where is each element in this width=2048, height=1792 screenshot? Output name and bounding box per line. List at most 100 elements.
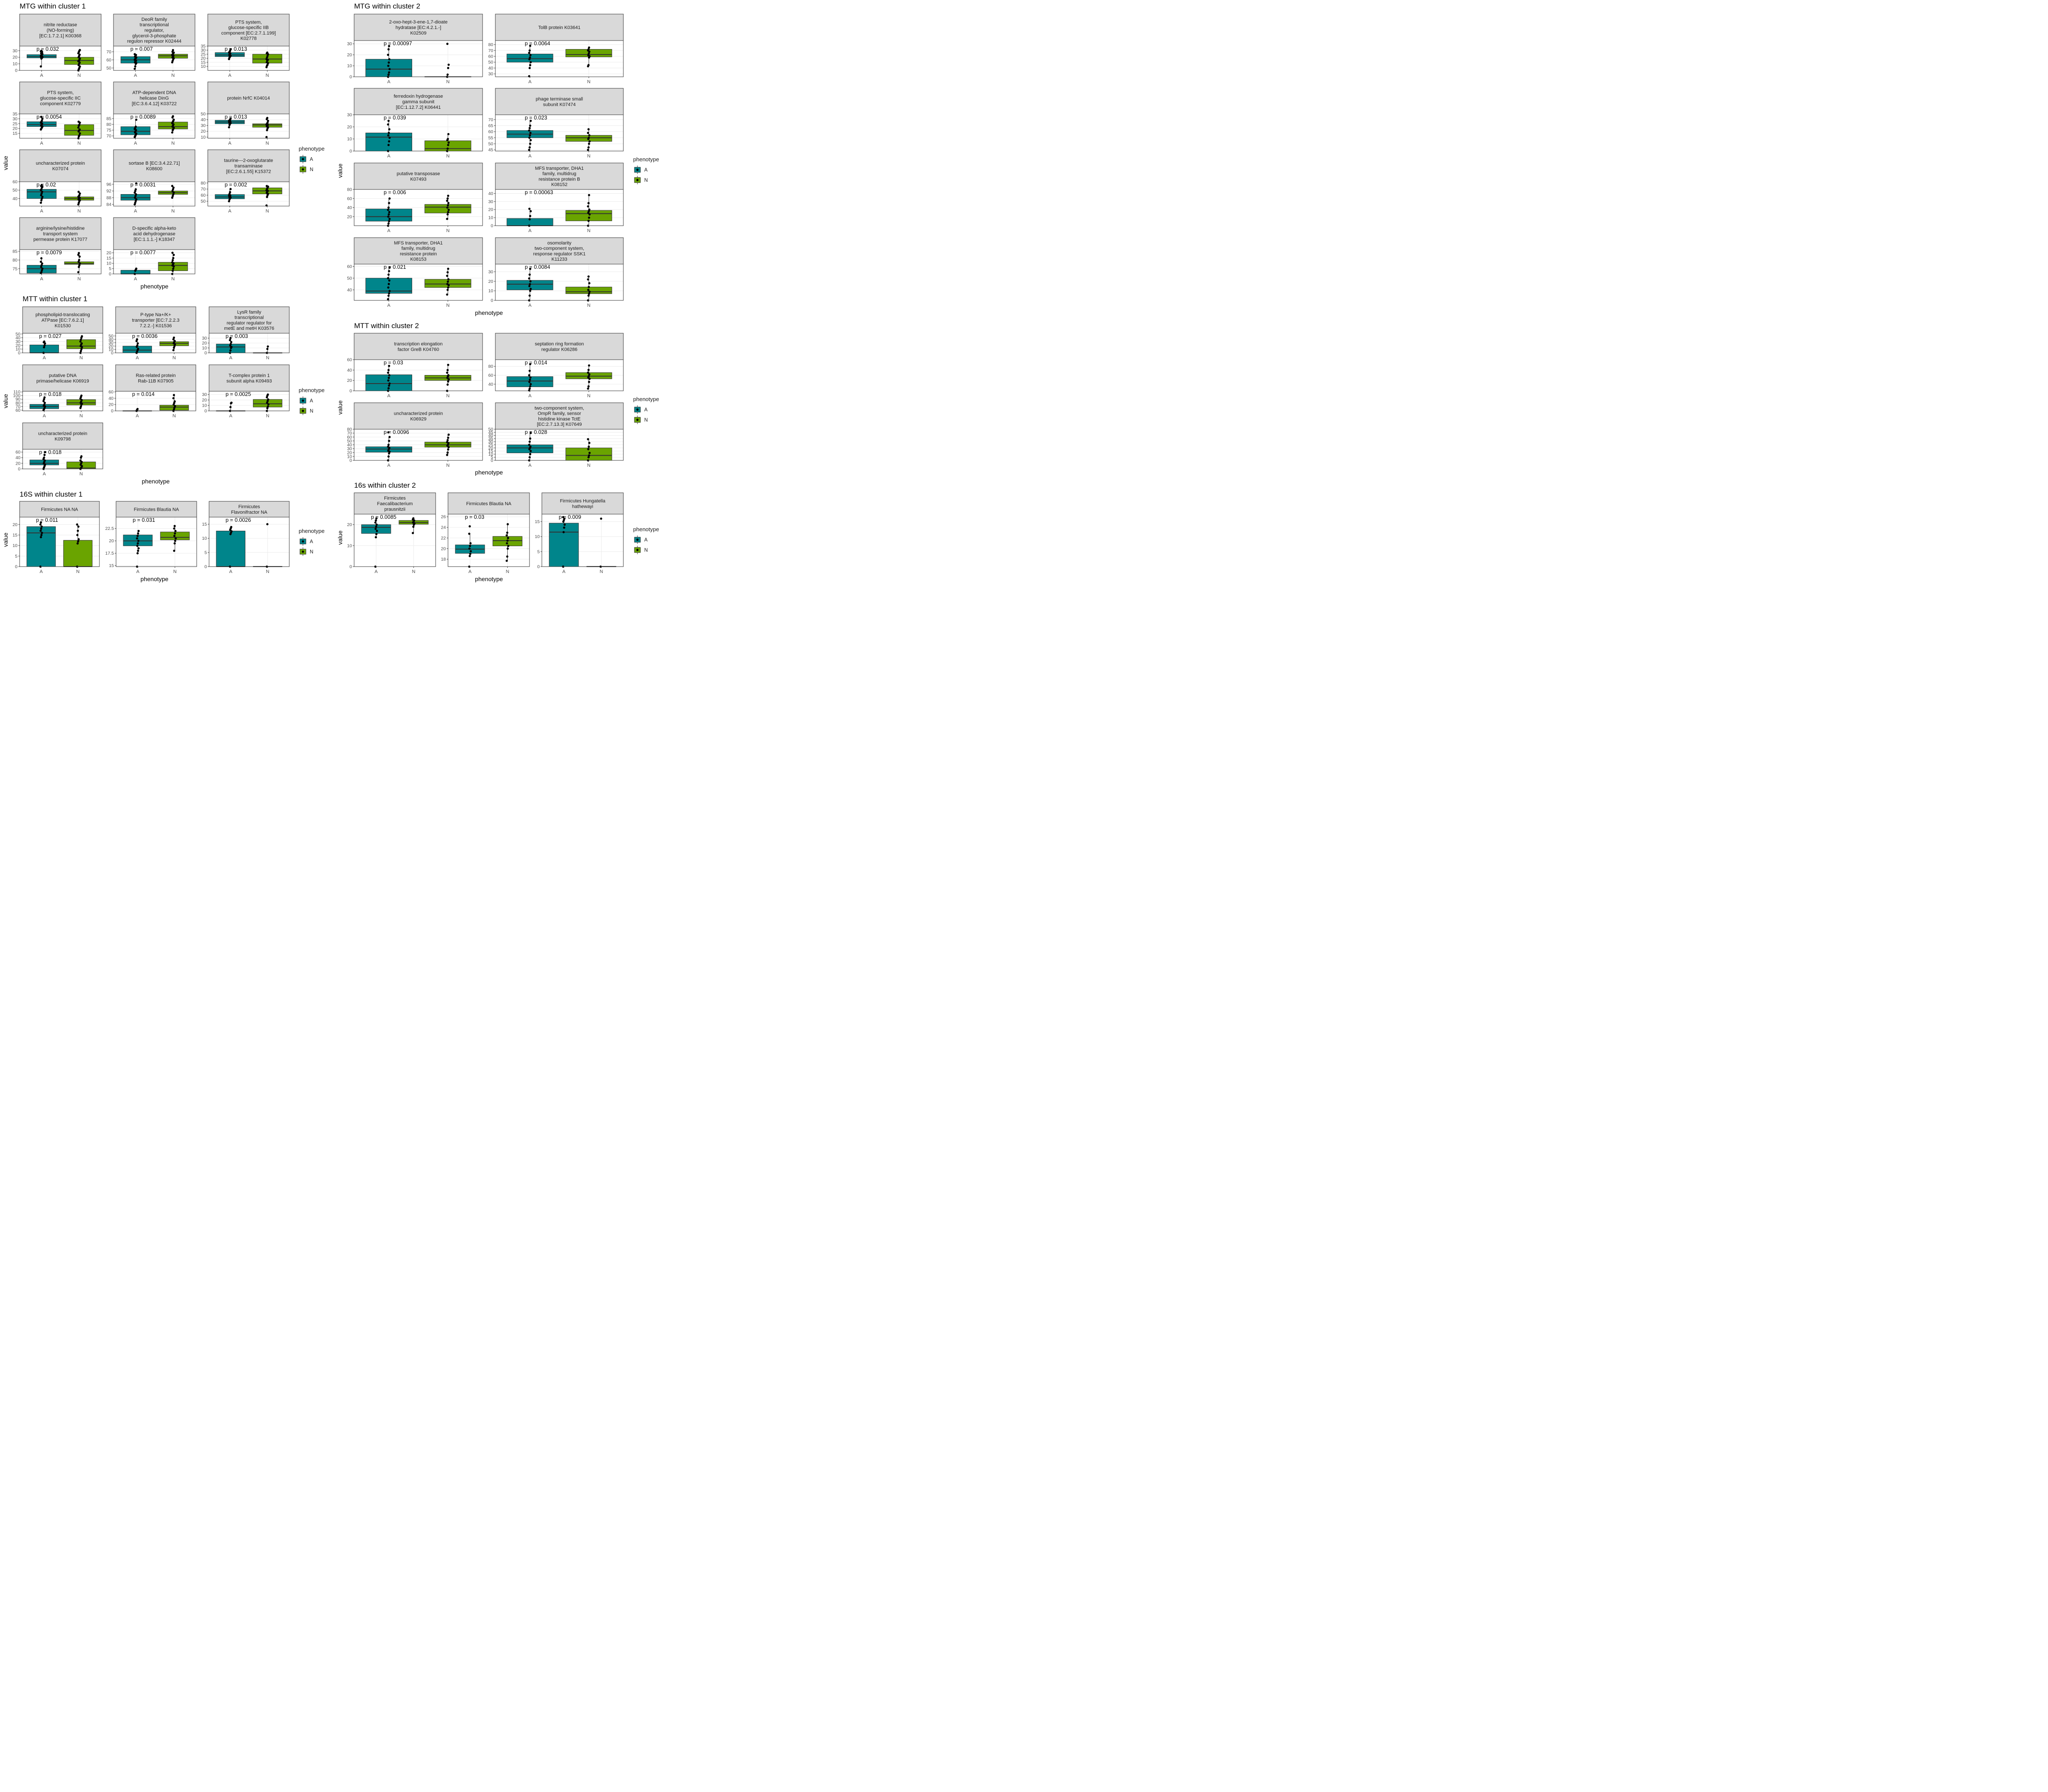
strip-label: family, multidrug	[542, 172, 576, 177]
x-tick-label: N	[446, 79, 450, 84]
data-point-A	[40, 536, 42, 538]
y-tick-label: 60	[488, 54, 493, 59]
data-point-A	[529, 283, 531, 285]
box-A	[216, 530, 246, 567]
y-tick-label: 17.5	[105, 551, 114, 556]
y-tick-label: 50	[488, 427, 493, 432]
data-point-A	[375, 536, 377, 538]
data-point-N	[447, 436, 449, 439]
data-point-A	[387, 431, 390, 433]
data-point-A	[387, 61, 390, 64]
data-point-A	[229, 339, 231, 341]
x-tick-label: A	[528, 303, 532, 308]
data-point-N	[79, 262, 81, 265]
data-point-A	[387, 53, 390, 56]
data-point-N	[587, 369, 590, 371]
section-title-mtg-c2: MTG within cluster 2	[354, 2, 420, 10]
y-tick-label: 60	[488, 129, 493, 134]
x-tick-label: N	[587, 154, 591, 159]
data-point-N	[588, 137, 590, 139]
data-point-N	[588, 140, 591, 143]
p-value-label: p = 0.03	[384, 360, 403, 366]
data-point-A	[134, 53, 136, 55]
x-tick-label: N	[446, 393, 450, 399]
data-point-A	[388, 202, 390, 204]
y-tick-label: 70	[106, 134, 111, 139]
p-value-label: p = 0.00063	[525, 189, 553, 195]
data-point-N	[587, 387, 589, 390]
strip-label: resistance protein	[400, 251, 437, 256]
strip-label: phage terminase small	[536, 97, 583, 102]
data-point-N	[446, 288, 449, 291]
y-tick-label: 30	[488, 269, 493, 274]
data-point-N	[172, 257, 175, 259]
data-point-A	[388, 58, 391, 61]
data-point-N	[446, 383, 449, 386]
y-tick-label: 22.5	[105, 526, 114, 531]
data-point-N	[173, 550, 175, 552]
legend-label-A: A	[310, 539, 313, 544]
y-tick-label: 22	[441, 535, 446, 541]
data-point-N	[172, 269, 174, 272]
y-tick-label: 40	[108, 396, 113, 401]
data-point-A	[528, 374, 530, 377]
data-point-A	[563, 524, 566, 526]
data-point-N	[506, 523, 509, 526]
y-tick-label: 80	[488, 42, 493, 47]
xlabel-mtg-c2: phenotype	[475, 309, 503, 316]
data-point-A	[42, 400, 45, 402]
p-value-label: p = 0.0089	[131, 114, 156, 120]
data-point-A	[528, 381, 531, 383]
data-point-A	[469, 553, 471, 555]
y-tick-label: 30	[201, 48, 206, 53]
panel-border	[354, 264, 483, 301]
data-point-A	[387, 455, 390, 458]
strip-background	[495, 402, 624, 430]
strip-label: gamma subunit	[402, 99, 434, 105]
data-point-A	[528, 49, 531, 52]
data-point-N	[587, 294, 590, 297]
x-tick-label: N	[266, 413, 269, 419]
panel-border	[19, 181, 102, 207]
data-point-A	[374, 521, 377, 524]
data-point-N	[171, 185, 174, 187]
data-point-N	[588, 213, 591, 216]
data-point-N	[267, 119, 269, 122]
strip-background	[22, 306, 103, 334]
panel-1-0: PTS system,glucose-specific IICcomponent…	[12, 81, 102, 146]
strip-label: putative transposase	[397, 172, 440, 177]
data-point-A	[134, 203, 136, 206]
strip-background	[22, 364, 103, 392]
x-tick-label: A	[375, 569, 378, 574]
data-point-A	[387, 283, 390, 285]
data-point-N	[447, 202, 450, 204]
data-point-A	[229, 188, 232, 190]
strip-label: component K02779	[40, 101, 81, 106]
x-tick-label: A	[136, 355, 139, 361]
y-tick-label: 60	[15, 450, 20, 455]
data-point-N	[76, 529, 79, 532]
y-tick-label: 15	[488, 449, 493, 454]
y-tick-label: 30	[108, 340, 113, 346]
data-point-A	[40, 194, 42, 197]
y-tick-label: 30	[488, 439, 493, 445]
data-point-N	[171, 131, 174, 134]
data-point-N	[447, 268, 449, 270]
y-tick-label: 40	[488, 66, 493, 71]
y-tick-label: 50	[201, 112, 206, 117]
strip-label: Firmicutes	[239, 504, 260, 509]
data-point-N	[447, 209, 450, 211]
data-point-A	[41, 269, 43, 272]
x-tick-label: A	[40, 141, 44, 146]
data-point-N	[587, 54, 590, 56]
section-group-0: nitrite reductase(NO-forming)[EC:1.7.2.1…	[12, 14, 290, 78]
strip-label: Firmicutes Blautia NA	[134, 507, 179, 512]
data-point-N	[446, 218, 448, 220]
y-tick-label: 92	[106, 189, 111, 194]
y-tick-label: 10	[202, 403, 207, 408]
strip-label: transcriptional	[235, 315, 264, 320]
data-point-A	[228, 192, 231, 195]
strip-label: TolB protein K03641	[538, 25, 580, 30]
